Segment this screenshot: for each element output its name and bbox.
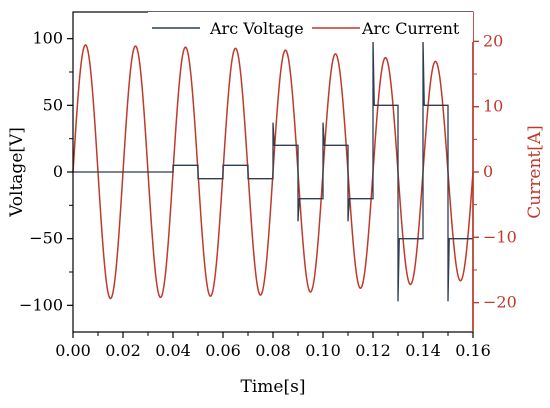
y-right-tick-label: −20 xyxy=(483,293,517,312)
legend-label-current: Arc Current xyxy=(361,19,460,38)
x-tick-label: 0.12 xyxy=(355,341,391,360)
y-left-tick-label: 50 xyxy=(43,95,63,114)
series-line-arc-voltage xyxy=(73,38,473,302)
x-tick-label: 0.02 xyxy=(105,341,141,360)
x-tick-label: 0.14 xyxy=(405,341,441,360)
legend-box xyxy=(148,12,473,42)
x-tick-label: 0.10 xyxy=(305,341,341,360)
y-right-tick-label: 0 xyxy=(483,162,493,181)
y-left-axis-ticks: 100 50 0 −50 −100 xyxy=(19,29,73,314)
legend: Arc Voltage Arc Current xyxy=(148,12,473,42)
y-right-tick-label: −10 xyxy=(483,227,517,246)
x-axis-ticks: 0.00 0.02 0.04 0.06 0.08 0.10 0.12 0.14 0.16 xyxy=(55,332,491,360)
x-tick-label: 0.16 xyxy=(455,341,491,360)
legend-label-voltage: Arc Voltage xyxy=(209,19,304,38)
x-tick-label: 0.00 xyxy=(55,341,91,360)
y-right-tick-label: 10 xyxy=(483,97,503,116)
x-tick-label: 0.06 xyxy=(205,341,241,360)
y-left-tick-label: −50 xyxy=(29,229,63,248)
y-left-tick-label: −100 xyxy=(19,295,63,314)
y-left-axis-title: Voltage[V] xyxy=(7,127,27,218)
x-tick-label: 0.08 xyxy=(255,341,291,360)
x-axis-title: Time[s] xyxy=(241,377,306,397)
plot-area xyxy=(72,38,474,302)
y-left-tick-label: 0 xyxy=(53,162,63,181)
y-right-axis-title: Current[A] xyxy=(525,125,545,219)
y-right-axis-ticks: 20 10 0 −10 −20 xyxy=(473,31,517,312)
x-tick-label: 0.04 xyxy=(155,341,191,360)
y-left-tick-label: 100 xyxy=(32,29,63,48)
y-right-tick-label: 20 xyxy=(483,31,503,50)
